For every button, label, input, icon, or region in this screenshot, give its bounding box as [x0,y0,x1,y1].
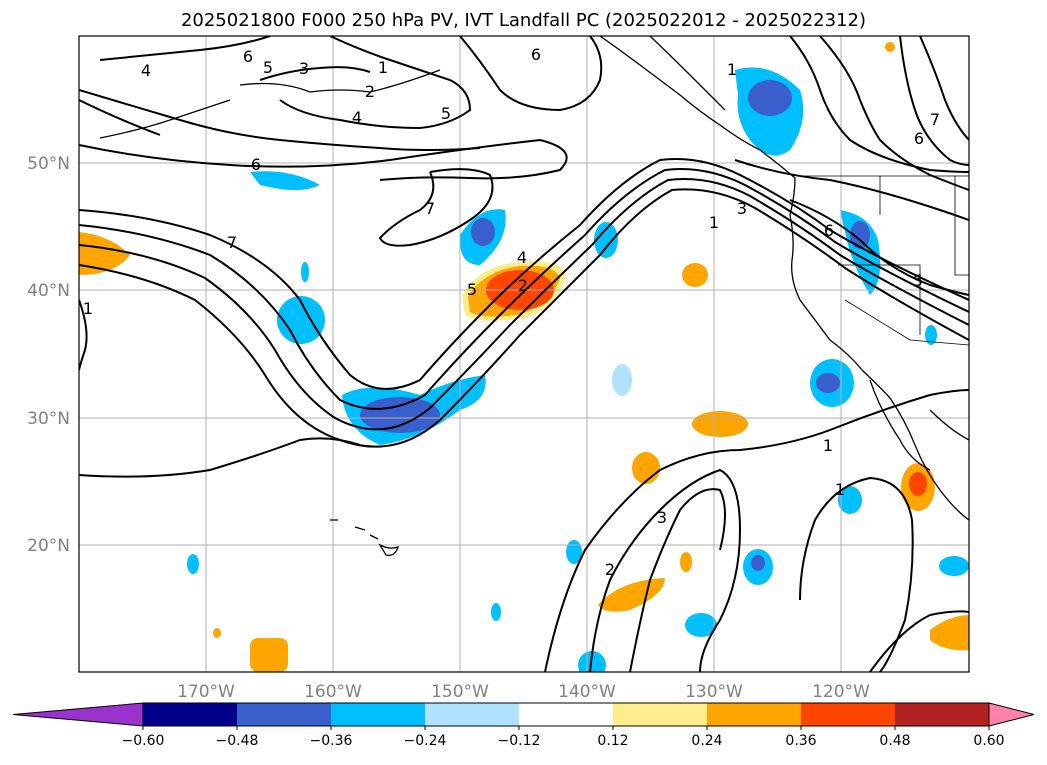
coastlines [99,36,969,556]
contour-label: 6 [914,129,924,148]
contour-label: 5 [441,104,451,123]
contour-label: 1 [823,436,833,455]
map-frame [78,35,970,673]
lon-label: 160°W [304,682,362,702]
colorbar-segment [613,703,707,726]
borders [800,175,969,346]
contour-label: 3 [737,199,747,218]
contour-label: 5 [263,58,273,77]
lat-label: 50°N [27,154,70,174]
lat-label: 40°N [27,281,70,301]
colorbar: −0.60 −0.48 −0.36 −0.24 −0.12 0.12 0.24 0.36 0.4… [12,702,1035,749]
contour-label: 4 [141,61,151,80]
gridlines [79,36,969,672]
colorbar-tick-label: 0.24 [691,733,722,749]
contour-label: 2 [365,82,375,101]
contour-label: 7 [227,233,237,252]
colorbar-segment [895,703,989,726]
colorbar-tick-label: 0.48 [879,733,910,749]
colorbar-extend-min [12,702,144,727]
contour-label: 6 [531,45,541,64]
map-title: 2025021800 F000 250 hPa PV, IVT Landfall… [180,10,867,31]
contour-label: 1 [378,58,388,77]
colorbar-frame [142,702,990,727]
lon-label: 170°W [177,682,235,702]
contour-label: 6 [251,155,261,174]
colorbar-tick-label: −0.24 [404,733,447,749]
contour-label: 1 [83,299,93,318]
contour-label: 1 [709,213,719,232]
colorbar-segment [331,703,425,726]
lon-label: 130°W [685,682,743,702]
contour-label: 2 [518,276,528,295]
contour-label: 1 [835,480,845,499]
colorbar-tick-label: 0.36 [785,733,816,749]
colorbar-segment [237,703,331,726]
colorbar-segment [425,703,519,726]
negative-anomaly-shading [187,67,969,672]
contour-label: 6 [243,47,253,66]
lat-label: 30°N [27,409,70,429]
colorbar-tick-label: −0.36 [310,733,353,749]
contour-label: 5 [913,271,923,290]
colorbar-extend-max [988,702,1035,727]
contour-label: 2 [605,560,615,579]
contour-label: 4 [517,248,527,267]
contour-label: 3 [657,508,667,527]
colorbar-tick-label: 0.12 [597,733,628,749]
colorbar-tick-label: 0.60 [973,733,1004,749]
colorbar-tick-label: −0.48 [216,733,259,749]
colorbar-tick-label: −0.12 [498,733,541,749]
contour-label: 7 [425,199,435,218]
contour-label: 6 [824,221,834,240]
lon-label: 150°W [431,682,489,702]
colorbar-segment [801,703,895,726]
contour-label: 4 [352,108,362,127]
contour-label: 3 [299,59,309,78]
pv-contours [79,36,969,672]
axis-labels: 170°W 160°W 150°W 140°W 130°W 120°W 50°N 40°N 30… [27,154,870,702]
lon-label: 140°W [558,682,616,702]
colorbar-segment [707,703,801,726]
colorbar-segment [519,703,613,726]
lat-label: 20°N [27,536,70,556]
colorbar-segment [143,703,237,726]
lon-label: 120°W [812,682,870,702]
contour-label: 5 [467,280,477,299]
colorbar-tick-label: −0.60 [122,733,165,749]
contour-label: 1 [727,60,737,79]
contour-label: 7 [930,110,940,129]
map-area [79,36,969,672]
